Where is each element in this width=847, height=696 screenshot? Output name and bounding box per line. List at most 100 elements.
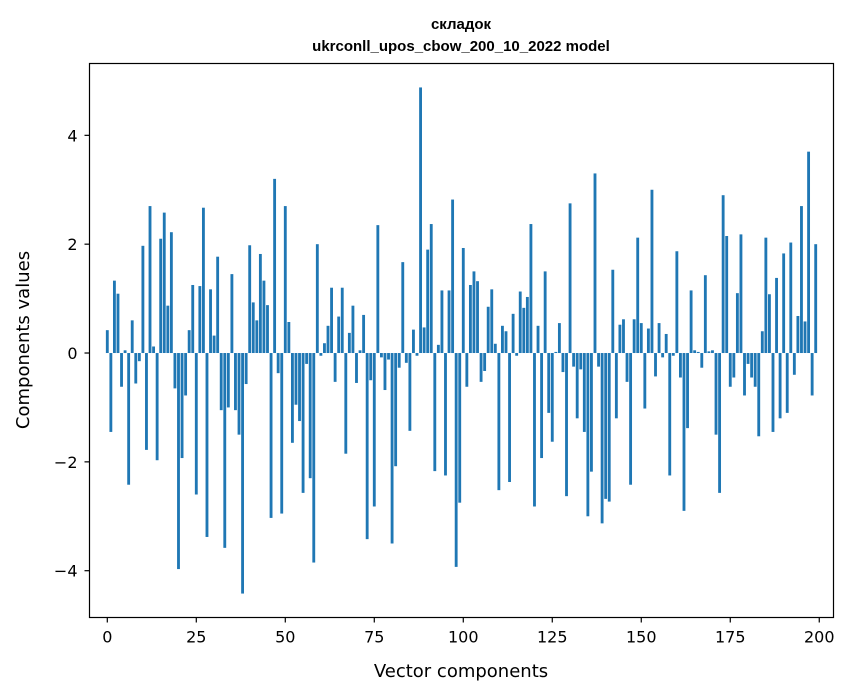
x-axis-ticks: 0 25 50 75 100 125 150 175 200 (102, 617, 835, 647)
bar (568, 203, 572, 354)
bar (162, 212, 166, 354)
bar (657, 323, 661, 354)
bar (159, 238, 163, 354)
bar (173, 353, 177, 389)
bar (372, 353, 376, 507)
bar (732, 353, 736, 378)
bar (572, 353, 576, 367)
bar (340, 287, 344, 354)
bar (390, 353, 394, 544)
bar (807, 151, 811, 354)
bar (682, 353, 686, 511)
bar (141, 245, 145, 354)
bar (355, 353, 358, 383)
y-axis-ticks: −4 −2 0 2 4 (54, 126, 90, 581)
bar (198, 286, 202, 354)
bar (184, 353, 188, 396)
bar (191, 284, 195, 354)
bar (169, 232, 173, 354)
bar (187, 330, 191, 354)
bar (753, 353, 757, 387)
bar (632, 319, 636, 354)
bar (483, 353, 487, 371)
bar (177, 353, 180, 570)
bar (347, 332, 351, 354)
bar (757, 353, 761, 437)
bar (721, 195, 725, 354)
bar (201, 207, 205, 354)
bar (579, 353, 583, 370)
bar (454, 353, 458, 567)
bar (116, 293, 120, 354)
bar (604, 353, 608, 499)
y-tick-label: −4 (54, 562, 78, 581)
bar (397, 353, 401, 368)
bar (654, 353, 657, 377)
bar (803, 321, 807, 354)
bar (735, 293, 739, 354)
x-tick-label: 25 (186, 628, 206, 647)
bar (422, 327, 426, 354)
bar (290, 353, 294, 443)
bar (504, 331, 508, 354)
bar (251, 302, 255, 354)
bar (614, 353, 618, 419)
bar (194, 353, 198, 495)
bar (486, 306, 490, 354)
bar (646, 328, 650, 354)
bar (768, 294, 771, 354)
bar (415, 353, 419, 356)
bar (376, 225, 380, 354)
x-tick-label: 150 (626, 628, 657, 647)
plot-frame (88, 62, 835, 619)
bar (112, 280, 116, 354)
bar (223, 353, 227, 548)
bar (333, 353, 337, 382)
bar (273, 178, 277, 354)
bar (490, 289, 494, 354)
bar (775, 277, 778, 354)
bar (778, 353, 782, 419)
bar (298, 353, 301, 422)
bar (565, 353, 568, 497)
bar (522, 307, 526, 354)
bar (540, 353, 544, 459)
bar (109, 353, 113, 432)
bar (479, 353, 483, 382)
bar (533, 353, 536, 507)
bar (607, 353, 611, 502)
bar (408, 353, 412, 431)
bar (622, 319, 625, 354)
bar (536, 325, 540, 354)
chart-title-line-1: складок (431, 16, 492, 33)
bar (379, 353, 383, 358)
bar (714, 353, 718, 435)
bar (636, 237, 640, 354)
bar (269, 353, 273, 518)
bar (369, 353, 373, 381)
bar (557, 323, 561, 354)
bar (219, 353, 223, 411)
bar (387, 353, 390, 360)
bar (244, 353, 248, 385)
bar (262, 280, 266, 354)
bar (276, 353, 280, 374)
bar (216, 256, 220, 354)
bar (671, 353, 675, 356)
bar (266, 305, 269, 354)
bar (529, 224, 533, 354)
bar (130, 320, 134, 354)
bar (814, 244, 818, 354)
y-tick-label: 0 (67, 344, 77, 363)
bar (575, 353, 579, 419)
bar (230, 274, 234, 354)
bar (226, 353, 230, 408)
bar (383, 353, 387, 391)
bar (586, 353, 590, 517)
bar (137, 353, 141, 362)
bar (679, 353, 682, 378)
bar (447, 290, 451, 354)
bar (550, 353, 554, 442)
bar (365, 353, 369, 540)
